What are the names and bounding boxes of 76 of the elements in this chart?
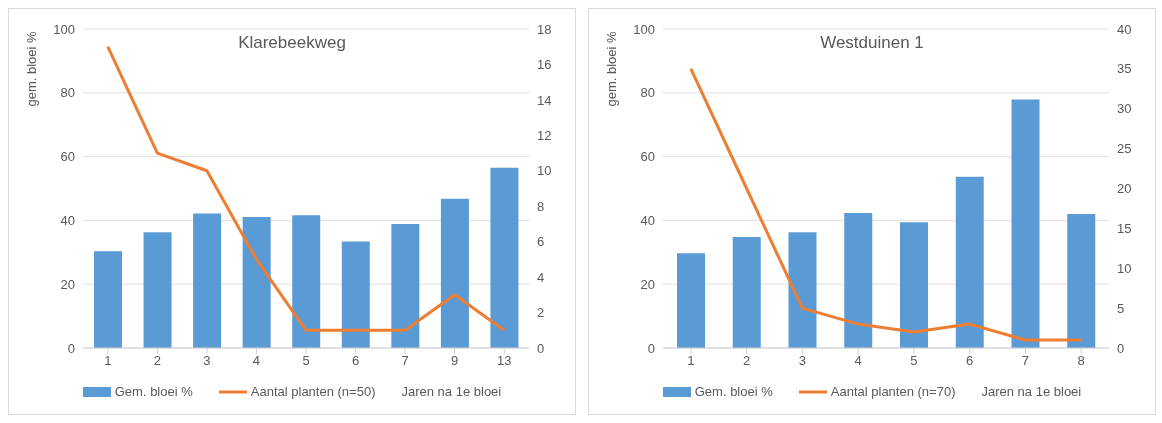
y-tick-label: 80 [60,85,75,101]
x-tick-label: 2 [743,353,751,369]
bar [900,222,928,348]
y2-tick-label: 15 [1117,220,1132,236]
chart-title: Klarebeekweg [238,33,346,52]
y-tick-label: 100 [633,21,655,37]
bar [732,236,761,348]
bar [440,198,469,348]
x-axis-title: Jaren na 1e bloei [401,384,502,399]
x-tick-label: 3 [798,353,806,369]
bar [677,253,705,348]
x-tick-label: 5 [302,353,310,369]
y2-tick-label: 4 [537,269,545,285]
x-tick-label: 7 [1021,353,1029,369]
bar [391,223,420,348]
bar [94,251,122,348]
bar [490,167,519,348]
bar [844,213,873,348]
bar [1067,214,1096,348]
y2-tick-label: 5 [1117,300,1125,316]
y2-tick-label: 25 [1117,141,1132,157]
line-series [689,67,1083,342]
y-tick-label: 60 [60,149,75,165]
legend-label: Aantal planten (n=50) [250,384,376,399]
y-tick-label: 100 [53,21,75,37]
y-axis-title: gem. bloei % [604,30,620,107]
x-tick-label: 3 [203,353,211,369]
x-tick-label: 1 [104,353,112,369]
x-tick-label: 6 [966,353,974,369]
y-tick-label: 20 [60,276,75,292]
bar [955,176,984,348]
x-tick-label: 1 [687,353,695,369]
y-tick-label: 20 [640,276,655,292]
x-tick-label: 4 [854,353,862,369]
y2-tick-label: 10 [1117,260,1132,276]
y2-tick-label: 14 [537,92,552,108]
y2-tick-label: 18 [537,21,552,37]
legend-label: Gem. bloei % [114,384,193,399]
x-tick-label: 7 [401,353,409,369]
y-tick-label: 0 [67,340,75,356]
y2-tick-label: 40 [1117,21,1132,37]
y2-tick-label: 30 [1117,101,1132,117]
x-axis-title: Jaren na 1e bloei [981,384,1082,399]
bar [143,232,172,348]
y2-tick-label: 8 [537,198,545,214]
y-tick-label: 0 [647,340,655,356]
bar [292,215,321,348]
x-tick-label: 2 [153,353,161,369]
y2-tick-label: 16 [537,57,552,73]
x-tick-label: 9 [451,353,459,369]
legend-label: Gem. bloei % [694,384,773,399]
y2-tick-label: 35 [1117,61,1132,77]
bar [341,241,370,348]
y-axis-title: gem. bloei % [24,30,40,107]
y-tick-label: 80 [640,85,655,101]
y2-tick-label: 2 [537,305,545,321]
bar [242,216,271,348]
y-tick-label: 40 [60,213,75,229]
y2-tick-label: 6 [537,234,545,250]
bar [193,213,222,348]
x-tick-label: 4 [252,353,261,369]
y2-tick-label: 0 [537,340,545,356]
bar [1011,99,1040,348]
y-tick-label: 60 [640,149,655,165]
y2-tick-label: 0 [1117,340,1125,356]
y2-tick-label: 20 [1117,181,1132,197]
x-tick-label: 8 [1077,353,1085,369]
x-tick-label: 5 [910,353,918,369]
x-tick-label: 6 [351,353,360,369]
bar [788,232,817,348]
chart-title: Westduinen 1 [820,33,924,52]
y2-tick-label: 12 [537,127,552,143]
x-tick-label: 13 [496,353,512,369]
y-tick-label: 40 [640,213,655,229]
legend-label: Aantal planten (n=70) [830,384,956,399]
y2-tick-label: 10 [537,163,552,179]
